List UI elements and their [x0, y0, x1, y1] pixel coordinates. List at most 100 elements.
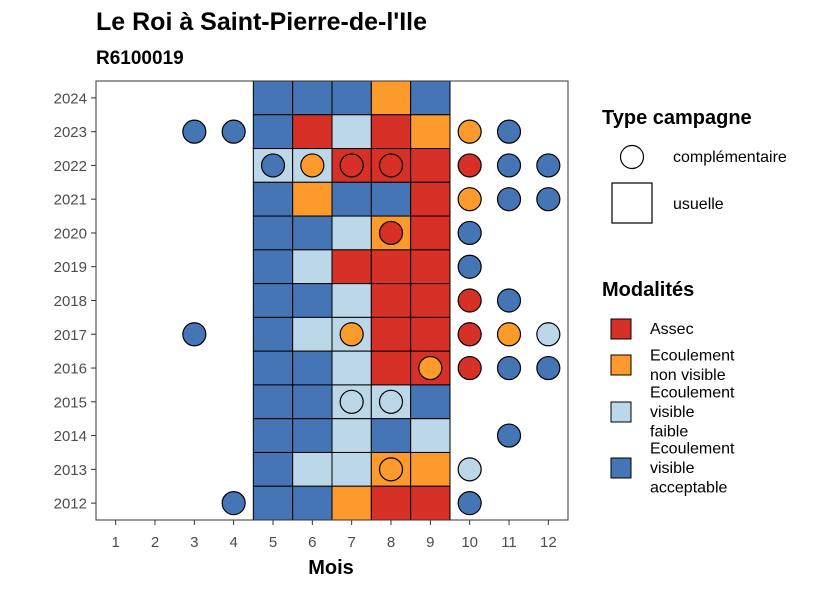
y-tick-label: 2019 — [54, 259, 87, 276]
complementaire-point-2015-8 — [378, 389, 404, 414]
legend-type-label-usuelle: usuelle — [673, 196, 724, 213]
legend-modalite-key-V — [610, 457, 632, 479]
usuelle-cell-2013-5 — [252, 451, 294, 487]
complementaire-point-2016-10 — [457, 355, 482, 381]
complementaire-point-2022-10 — [457, 153, 482, 178]
legend-modalite-label-V: visible — [650, 460, 695, 477]
usuelle-cell-2024-5 — [252, 80, 294, 116]
complementaire-point-2022-6 — [300, 153, 325, 178]
complementaire-point-2020-8 — [378, 220, 404, 246]
legend-modalite-key-F — [610, 401, 632, 423]
usuelle-cell-2013-9 — [410, 451, 451, 487]
complementaire-point-2013-8 — [378, 457, 404, 482]
usuelle-cell-2019-8 — [370, 249, 412, 285]
x-tick-label: 11 — [501, 534, 517, 551]
usuelle-cell-2016-8 — [370, 350, 412, 386]
usuelle-cell-2012-9 — [410, 485, 451, 521]
x-tick-label: 6 — [308, 534, 316, 551]
legend-type-square-key — [611, 182, 653, 224]
usuelle-cell-2012-7 — [331, 485, 372, 521]
usuelle-cell-2019-6 — [292, 249, 333, 285]
usuelle-cell-2019-7 — [331, 249, 372, 285]
complementaire-point-2012-10 — [457, 491, 482, 516]
x-tick-label: 12 — [540, 534, 557, 551]
usuelle-cell-2021-6 — [292, 181, 333, 217]
usuelle-cell-2012-6 — [292, 485, 333, 521]
complementaire-point-2022-5 — [260, 153, 286, 178]
usuelle-cell-2021-8 — [370, 181, 412, 217]
usuelle-cell-2017-9 — [410, 316, 451, 352]
complementaire-points — [182, 119, 561, 516]
legend-modalite-label-V: acceptable — [650, 480, 727, 497]
complementaire-point-2017-3 — [182, 322, 207, 347]
legend-modalite-label-V: Ecoulement — [650, 441, 735, 458]
usuelle-cell-2024-8 — [370, 80, 412, 116]
usuelle-cell-2017-8 — [370, 316, 412, 352]
usuelle-cell-2018-9 — [410, 283, 451, 318]
x-tick-label: 8 — [387, 534, 395, 551]
legend-type-campagne: Type campagne complémentaire usuelle — [602, 107, 787, 224]
y-tick-label: 2022 — [54, 158, 87, 175]
legend-modalite-label-F: Ecoulement — [650, 385, 735, 402]
complementaire-point-2022-7 — [339, 153, 364, 178]
usuelle-cell-2020-5 — [252, 215, 294, 251]
usuelle-cell-2015-5 — [252, 384, 294, 420]
usuelle-cell-2013-6 — [292, 451, 333, 487]
legend-type-title: Type campagne — [602, 107, 752, 129]
chart-title: Le Roi à Saint-Pierre-de-l'Ile — [96, 8, 427, 36]
x-tick-label: 2 — [151, 534, 159, 551]
y-tick-label: 2015 — [54, 394, 87, 411]
complementaire-point-2017-7 — [339, 322, 364, 347]
complementaire-point-2022-11 — [496, 153, 522, 178]
usuelle-cell-2021-9 — [410, 181, 451, 217]
complementaire-point-2016-9 — [418, 355, 443, 381]
usuelle-cell-2021-5 — [252, 181, 294, 217]
y-tick-label: 2023 — [54, 124, 87, 141]
usuelle-cell-2023-7 — [331, 114, 372, 150]
usuelle-cell-2014-9 — [410, 418, 451, 453]
usuelle-cell-2022-9 — [410, 148, 451, 183]
x-tick-label: 10 — [461, 534, 478, 551]
complementaire-point-2022-8 — [378, 153, 404, 178]
legend-type-circle-key — [619, 144, 645, 170]
y-tick-label: 2013 — [54, 462, 87, 479]
usuelle-cell-2017-6 — [292, 316, 333, 352]
usuelle-cell-2012-5 — [252, 485, 294, 521]
x-tick-label: 1 — [111, 534, 119, 551]
legend-modalite-label-F: visible — [650, 404, 695, 421]
usuelle-cell-2016-5 — [252, 350, 294, 386]
legend-modalite-label-A: Assec — [650, 321, 694, 338]
usuelle-cell-2012-8 — [370, 485, 412, 521]
usuelle-cell-2020-9 — [410, 215, 451, 251]
y-tick-label: 2021 — [54, 192, 87, 209]
y-tick-label: 2020 — [54, 225, 87, 242]
usuelle-cell-2015-9 — [410, 384, 451, 420]
usuelle-cell-2013-7 — [331, 451, 372, 487]
legend-type-label-complementaire: complémentaire — [673, 149, 787, 166]
usuelle-cell-2019-5 — [252, 249, 294, 285]
x-tick-label: 3 — [190, 534, 198, 551]
complementaire-point-2016-11 — [496, 355, 522, 381]
usuelle-cell-2017-5 — [252, 316, 294, 352]
usuelle-cell-2018-7 — [331, 283, 372, 318]
usuelle-cell-2019-9 — [410, 249, 451, 285]
complementaire-point-2013-10 — [457, 457, 482, 482]
chart-subtitle: R6100019 — [96, 48, 184, 69]
usuelle-cell-2018-8 — [370, 283, 412, 318]
complementaire-point-2019-10 — [457, 254, 482, 279]
complementaire-point-2023-3 — [182, 119, 207, 144]
legend-modalites-title: Modalités — [602, 279, 694, 301]
usuelle-cell-2023-9 — [410, 114, 451, 150]
usuelle-cells — [252, 80, 451, 521]
legend-modalite-label-N: non visible — [650, 367, 726, 384]
usuelle-cell-2021-7 — [331, 181, 372, 217]
complementaire-point-2023-10 — [457, 119, 482, 144]
usuelle-cell-2024-7 — [331, 80, 372, 116]
usuelle-cell-2014-8 — [370, 418, 412, 453]
complementaire-point-2018-11 — [496, 288, 522, 313]
complementaire-point-2015-7 — [339, 389, 364, 414]
x-tick-label: 5 — [269, 534, 277, 551]
x-tick-label: 9 — [426, 534, 434, 551]
x-axis-label: Mois — [308, 557, 354, 579]
